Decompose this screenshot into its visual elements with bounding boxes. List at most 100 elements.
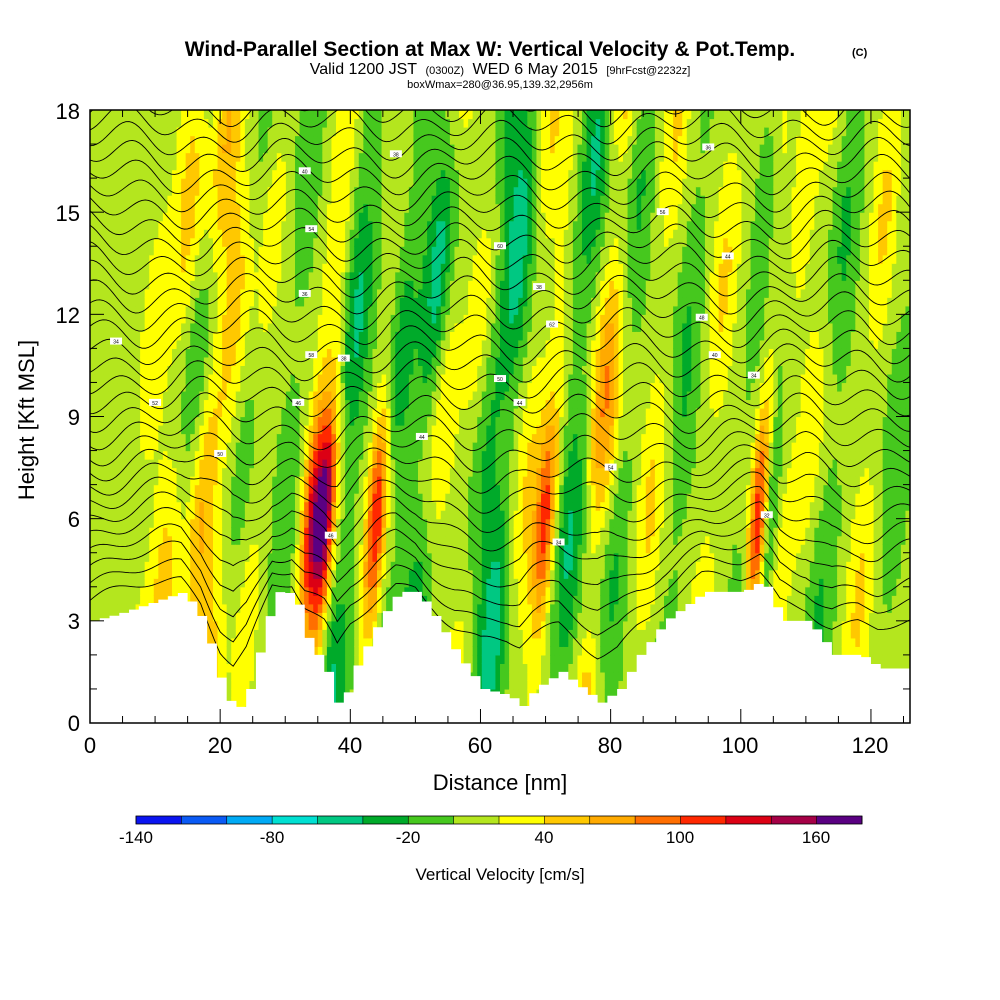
velocity-cell: [304, 433, 310, 443]
velocity-cell: [285, 229, 292, 239]
velocity-cell: [176, 586, 182, 596]
velocity-cell: [181, 246, 187, 256]
velocity-cell: [140, 365, 146, 375]
velocity-cell: [162, 569, 169, 579]
velocity-cell: [172, 586, 178, 596]
velocity-cell: [395, 484, 401, 494]
velocity-cell: [354, 425, 360, 435]
velocity-cell: [363, 271, 369, 281]
subtitle-valid: Valid 1200 JST: [310, 61, 418, 78]
velocity-cell: [281, 263, 287, 273]
velocity-cell: [354, 297, 360, 307]
velocity-cell: [240, 390, 246, 401]
velocity-cell: [117, 356, 123, 367]
velocity-cell: [153, 280, 159, 290]
velocity-cell: [254, 356, 260, 367]
velocity-cell: [395, 407, 401, 418]
velocity-cell: [240, 442, 246, 452]
velocity-cell: [322, 501, 328, 511]
velocity-cell: [317, 629, 323, 639]
velocity-cell: [386, 373, 392, 384]
velocity-cell: [390, 407, 396, 418]
velocity-cell: [281, 237, 287, 247]
velocity-cell: [386, 348, 392, 358]
velocity-cell: [363, 314, 369, 324]
velocity-cell: [226, 373, 232, 384]
velocity-cell: [108, 178, 114, 188]
velocity-cell: [194, 356, 200, 367]
velocity-cell: [131, 339, 137, 349]
velocity-cell: [313, 425, 319, 435]
velocity-cell: [399, 331, 405, 341]
velocity-cell: [276, 416, 282, 426]
velocity-cell: [213, 416, 219, 426]
velocity-cell: [203, 246, 210, 256]
velocity-cell: [367, 620, 374, 630]
velocity-cell: [217, 561, 223, 571]
velocity-cell: [326, 629, 333, 639]
velocity-cell: [158, 254, 164, 264]
velocity-cell: [117, 450, 123, 460]
velocity-cell: [322, 322, 328, 332]
velocity-cell: [140, 399, 146, 409]
velocity-cell: [172, 237, 178, 247]
velocity-cell: [194, 212, 200, 222]
velocity-cell: [199, 578, 205, 588]
velocity-cell: [199, 203, 205, 213]
velocity-cell: [231, 680, 237, 690]
velocity-cell: [381, 110, 387, 120]
velocity-cell: [395, 169, 401, 179]
velocity-cell: [367, 433, 374, 443]
velocity-cell: [372, 356, 378, 367]
velocity-cell: [240, 246, 246, 256]
velocity-cell: [94, 569, 100, 579]
velocity-cell: [340, 331, 346, 341]
velocity-cell: [399, 314, 405, 324]
velocity-cell: [317, 237, 323, 247]
velocity-cell: [121, 535, 128, 545]
velocity-cell: [281, 152, 287, 162]
velocity-cell: [131, 407, 137, 418]
velocity-cell: [213, 288, 219, 298]
velocity-cell: [322, 229, 328, 239]
velocity-cell: [349, 127, 355, 137]
velocity-cell: [121, 144, 128, 154]
velocity-cell: [217, 493, 223, 503]
velocity-cell: [213, 110, 219, 120]
velocity-cell: [153, 237, 159, 247]
velocity-cell: [144, 305, 150, 315]
velocity-cell: [244, 433, 251, 443]
velocity-cell: [331, 178, 337, 188]
velocity-cell: [263, 382, 269, 392]
velocity-cell: [377, 373, 383, 384]
velocity-cell: [244, 229, 251, 239]
velocity-cell: [94, 118, 100, 128]
velocity-cell: [140, 169, 146, 179]
velocity-cell: [399, 135, 405, 145]
velocity-cell: [299, 373, 305, 384]
velocity-cell: [390, 271, 396, 281]
velocity-cell: [326, 595, 333, 605]
velocity-cell: [226, 450, 232, 460]
velocity-cell: [367, 203, 374, 213]
velocity-cell: [258, 356, 264, 367]
velocity-cell: [308, 254, 314, 264]
velocity-cell: [317, 620, 323, 630]
velocity-cell: [308, 203, 314, 213]
velocity-cell: [208, 169, 214, 179]
velocity-cell: [331, 203, 337, 213]
velocity-cell: [203, 595, 210, 605]
velocity-cell: [176, 569, 182, 579]
velocity-cell: [386, 169, 392, 179]
velocity-cell: [172, 297, 178, 307]
velocity-cell: [336, 161, 342, 171]
velocity-cell: [322, 433, 328, 443]
velocity-cell: [363, 152, 369, 162]
velocity-cell: [313, 314, 319, 324]
velocity-cell: [326, 569, 333, 579]
velocity-cell: [395, 561, 401, 571]
velocity-cell: [103, 365, 109, 375]
velocity-cell: [217, 510, 223, 520]
velocity-cell: [172, 339, 178, 349]
velocity-cell: [358, 220, 364, 230]
